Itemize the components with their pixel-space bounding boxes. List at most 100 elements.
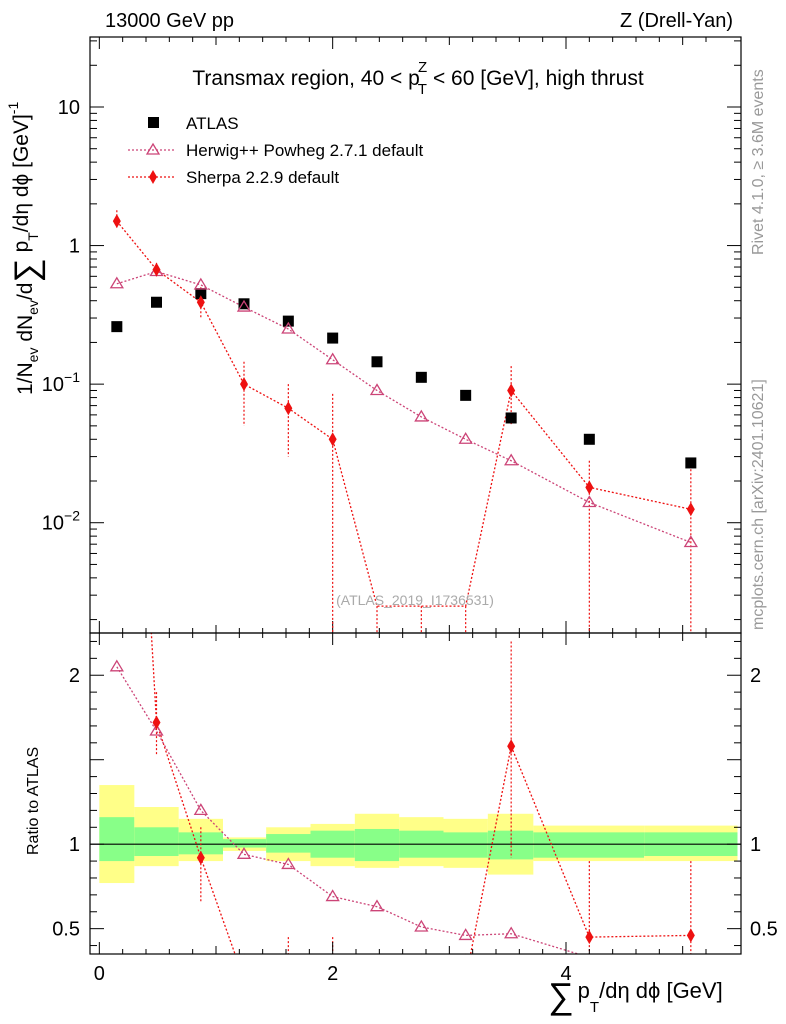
ratio-band-inner — [223, 839, 267, 848]
herwig-point — [236, 299, 252, 312]
atlas-point — [327, 332, 339, 344]
herwig-ratio-point — [458, 928, 473, 941]
x-tick-label: 0 — [94, 963, 105, 985]
y-tick-base: 10 — [42, 374, 64, 396]
ylabel-g: T — [25, 232, 41, 241]
header-right: Z (Drell-Yan) — [620, 10, 733, 32]
atlas-point — [685, 457, 697, 469]
legend: ATLAS Herwig++ Powheg 2.7.1 default Sher… — [128, 114, 423, 187]
sherpa-ratio-point — [152, 715, 161, 730]
ratio-tick-label-right: 0.5 — [750, 919, 778, 941]
atlas-point — [238, 298, 250, 310]
herwig-point — [325, 352, 340, 365]
herwig-ratio-point — [369, 899, 385, 912]
ratio-tick-label-right: 2 — [750, 665, 761, 687]
ylabel-e: /d — [14, 283, 37, 301]
ylabel-c: dN — [14, 315, 37, 348]
ylabel-sup: -1 — [5, 102, 21, 115]
legend-herwig-marker — [145, 142, 161, 155]
herwig-point — [109, 276, 124, 289]
ratio-tick-label-left: 0.5 — [52, 919, 80, 941]
atlas-point — [505, 412, 517, 424]
sherpa-point — [686, 502, 695, 517]
title-post: < 60 [GeV], high thrust — [427, 67, 644, 90]
mcplots-info: mcplots.cern.ch [arXiv:2401.10621] — [750, 379, 767, 630]
herwig-point — [504, 453, 519, 466]
herwig-ratio-point — [504, 926, 519, 939]
herwig-point — [193, 277, 208, 290]
sherpa-line — [116, 220, 691, 607]
ratio-band-inner — [354, 828, 400, 862]
legend-sherpa-label: Sherpa 2.2.9 default — [186, 168, 339, 187]
ylabel-f: p — [10, 241, 33, 259]
main-series — [109, 210, 698, 633]
legend-atlas-marker — [148, 117, 159, 128]
legend-herwig-label: Herwig++ Powheg 2.7.1 default — [186, 141, 423, 160]
xlabel-sum: ∑ — [548, 975, 574, 1016]
herwig-line — [116, 270, 692, 544]
xlabel-sub: T — [590, 999, 599, 1016]
ratio-tick-label-left: 2 — [69, 665, 80, 687]
title-sub: T — [418, 81, 427, 98]
y-tick-exp: −2 — [64, 508, 80, 524]
ratio-tick-label-left: 1 — [69, 834, 80, 856]
ratio-band-group — [99, 785, 738, 884]
y-tick-label: 10−2 — [42, 508, 80, 535]
y-tick-label: 1 — [69, 236, 80, 258]
ratio-frame — [89, 632, 742, 955]
chart-title: Transmax region, 40 < pTZ < 60 [GeV], hi… — [192, 59, 643, 98]
sherpa-point — [152, 262, 161, 277]
y-tick-base: 10 — [42, 513, 64, 535]
herwig-point — [281, 321, 296, 334]
herwig-point — [582, 495, 597, 508]
ratio-band-inner — [266, 834, 311, 853]
herwig-point — [458, 432, 473, 444]
legend-atlas-label: ATLAS — [186, 114, 239, 133]
atlas-point — [195, 288, 207, 300]
sherpa-ratio-point — [686, 928, 695, 943]
herwig-ratio-point — [193, 803, 208, 816]
y-tick-base: 1 — [69, 236, 80, 258]
herwig-point — [369, 383, 385, 396]
y-tick-exp: −1 — [64, 369, 80, 385]
atlas-point — [151, 296, 162, 308]
sherpa-point — [507, 383, 516, 398]
ratio-ticks: 0 2 4 0.5 0.5 1 1 2 2 — [52, 633, 778, 985]
y-tick-label: 10 — [58, 97, 80, 119]
y-tick-label: 10−1 — [42, 369, 80, 396]
herwig-point — [414, 409, 429, 422]
sherpa-point — [240, 377, 248, 392]
sherpa-point — [328, 432, 337, 447]
ylabel-d: ev — [25, 300, 41, 315]
y-tick-base: 10 — [58, 97, 80, 119]
sherpa-ratio-point — [196, 850, 205, 865]
herwig-ratio-point — [414, 919, 429, 932]
atlas-point — [111, 321, 123, 333]
atlas-point — [583, 433, 595, 445]
herwig-point — [683, 535, 698, 548]
y-axis-label: 1/Nev dNev/d∑ pT/dη dϕ [GeV]-1 — [5, 102, 46, 395]
ratio-band-inner — [443, 832, 488, 858]
x-axis-label: ∑ pT/dη dϕ [GeV] — [548, 975, 723, 1016]
herwig-ratio-point — [325, 889, 340, 902]
ratio-band-inner — [533, 832, 645, 858]
sherpa-point — [112, 214, 121, 229]
xlabel-rest: /dη dϕ [GeV] — [599, 978, 723, 1003]
sherpa-point — [284, 401, 293, 416]
herwig-ratio-point — [149, 723, 164, 736]
atlas-point — [282, 315, 294, 327]
x-tick-label: 4 — [560, 963, 571, 985]
atlas-point — [460, 389, 472, 401]
herwig-ratio-point — [109, 659, 124, 672]
sherpa-ratio-point — [585, 930, 594, 945]
herwig-ratio-point — [236, 847, 252, 859]
ratio-series — [109, 633, 695, 954]
atlas-point — [371, 356, 383, 368]
ylabel-b: ev — [25, 348, 41, 363]
sherpa-point — [196, 295, 205, 310]
atlas-point — [415, 371, 427, 383]
herwig-ratio-point — [281, 857, 296, 870]
